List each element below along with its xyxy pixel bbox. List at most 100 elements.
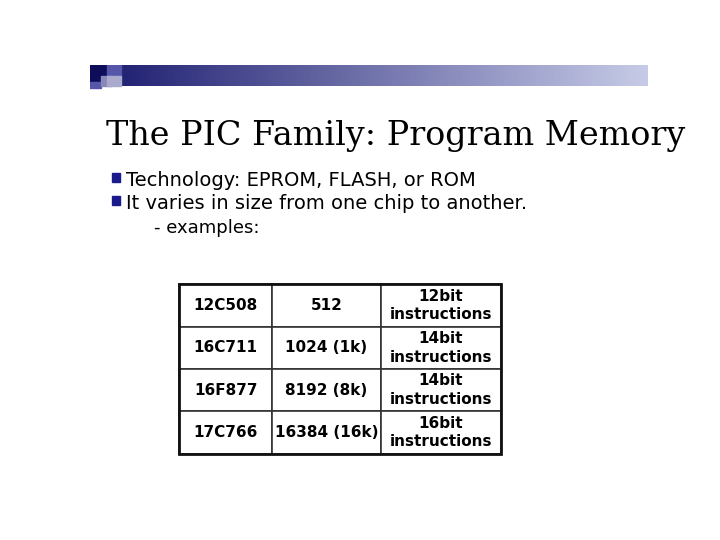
Bar <box>583 65 588 86</box>
Bar <box>272 369 381 411</box>
Bar <box>107 76 121 86</box>
Bar <box>444 65 449 86</box>
Bar <box>472 65 477 86</box>
Bar <box>272 284 381 327</box>
Text: 8192 (8k): 8192 (8k) <box>285 383 367 397</box>
Bar <box>574 65 579 86</box>
Bar <box>253 65 258 86</box>
Bar <box>174 65 179 86</box>
Text: 16C711: 16C711 <box>194 340 258 355</box>
Bar <box>179 284 500 454</box>
Bar <box>183 65 189 86</box>
Bar <box>137 65 142 86</box>
Bar <box>202 65 207 86</box>
Bar <box>309 65 314 86</box>
Bar <box>536 65 542 86</box>
Bar <box>476 65 482 86</box>
Bar <box>629 65 635 86</box>
Bar <box>290 65 295 86</box>
Bar <box>448 65 454 86</box>
Bar <box>429 65 435 86</box>
Bar <box>272 327 381 369</box>
Bar <box>225 65 230 86</box>
Bar <box>164 65 170 86</box>
Text: - examples:: - examples: <box>154 219 260 237</box>
Bar <box>300 65 305 86</box>
Bar <box>179 369 272 411</box>
Bar <box>639 65 644 86</box>
Bar <box>336 65 342 86</box>
Bar <box>122 65 128 86</box>
Text: 17C766: 17C766 <box>194 425 258 440</box>
Bar <box>402 65 407 86</box>
Bar <box>499 65 505 86</box>
Text: 16F877: 16F877 <box>194 383 257 397</box>
Bar <box>387 65 393 86</box>
Bar <box>179 284 272 327</box>
Bar <box>481 65 486 86</box>
Bar <box>383 65 388 86</box>
Bar <box>211 65 216 86</box>
Bar <box>99 65 104 86</box>
Bar <box>113 65 119 86</box>
Bar <box>351 65 356 86</box>
Bar <box>155 65 161 86</box>
Bar <box>141 65 147 86</box>
Bar <box>313 65 319 86</box>
Bar <box>90 65 96 86</box>
Bar <box>276 65 282 86</box>
Bar <box>318 65 323 86</box>
Bar <box>381 284 500 327</box>
Bar <box>94 65 100 86</box>
Bar <box>546 65 551 86</box>
Bar <box>578 65 584 86</box>
Bar <box>588 65 593 86</box>
Bar <box>457 65 463 86</box>
Bar <box>90 82 101 88</box>
Bar <box>467 65 472 86</box>
Bar <box>327 65 333 86</box>
Bar <box>597 65 602 86</box>
Bar <box>616 65 621 86</box>
Bar <box>169 65 174 86</box>
Bar <box>355 65 361 86</box>
Bar <box>220 65 225 86</box>
Bar <box>523 65 528 86</box>
Text: 12C508: 12C508 <box>194 298 258 313</box>
Bar <box>508 65 514 86</box>
Bar <box>332 65 337 86</box>
Bar <box>107 65 121 76</box>
Bar <box>453 65 458 86</box>
Text: 14bit
instructions: 14bit instructions <box>390 373 492 407</box>
Bar <box>188 65 193 86</box>
Bar <box>243 65 249 86</box>
Bar <box>266 65 272 86</box>
Bar <box>411 65 416 86</box>
Bar <box>104 65 109 86</box>
Bar <box>406 65 412 86</box>
Bar <box>132 65 138 86</box>
Bar <box>294 65 300 86</box>
Bar <box>258 65 263 86</box>
Bar <box>118 65 123 86</box>
Bar <box>374 65 379 86</box>
Bar <box>369 65 374 86</box>
Bar <box>625 65 630 86</box>
Bar <box>606 65 611 86</box>
Bar <box>555 65 560 86</box>
Bar <box>644 65 649 86</box>
Bar <box>364 65 370 86</box>
Bar <box>462 65 467 86</box>
Bar <box>145 65 151 86</box>
Bar <box>109 65 114 86</box>
Text: The PIC Family: Program Memory: The PIC Family: Program Memory <box>106 120 685 152</box>
Bar <box>360 65 365 86</box>
Bar <box>160 65 165 86</box>
Text: 16384 (16k): 16384 (16k) <box>274 425 378 440</box>
Bar <box>527 65 533 86</box>
Bar <box>620 65 626 86</box>
Bar <box>611 65 616 86</box>
Bar <box>127 65 132 86</box>
Bar <box>262 65 267 86</box>
Bar <box>634 65 639 86</box>
